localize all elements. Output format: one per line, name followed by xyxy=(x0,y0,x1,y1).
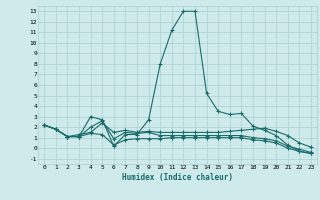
X-axis label: Humidex (Indice chaleur): Humidex (Indice chaleur) xyxy=(122,173,233,182)
